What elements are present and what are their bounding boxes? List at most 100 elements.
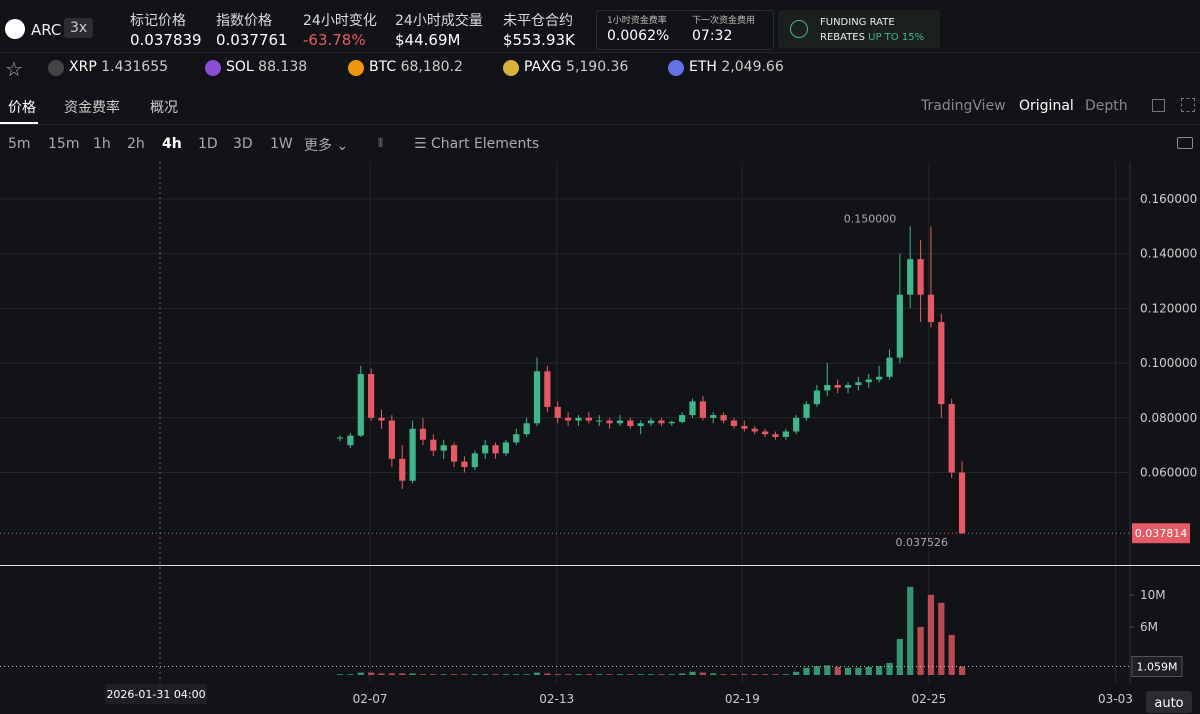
volume-tick-label: 6M (1140, 620, 1158, 634)
ticker-icon[interactable] (205, 60, 221, 76)
ticker[interactable]: SOL 88.138 (226, 59, 307, 75)
candle-body (606, 420, 613, 424)
volume-bar (409, 673, 416, 675)
interval[interactable]: 1D (198, 136, 218, 152)
candle-body (440, 445, 447, 451)
volume-bar (565, 674, 572, 675)
view-option[interactable]: Original (1019, 98, 1074, 114)
stat-value: 0.037839 (130, 31, 202, 49)
stat-value: $553.93K (503, 31, 575, 49)
candle-body (471, 453, 478, 468)
candle-body (513, 434, 520, 443)
indicator-icon[interactable]: ⫴ (378, 136, 384, 150)
volume-bar (741, 674, 748, 675)
candle-body (523, 423, 530, 435)
candle-body (637, 423, 644, 427)
volume-bar (803, 667, 810, 675)
candle-body (658, 420, 665, 424)
fullscreen-icon[interactable] (1181, 98, 1195, 112)
volume-bar (668, 674, 675, 675)
layout-icon[interactable] (1152, 99, 1165, 112)
volume-bar (378, 673, 385, 675)
volume-bar (533, 672, 541, 675)
funding-value: 07:32 (692, 28, 733, 44)
camera-icon[interactable] (1177, 137, 1193, 149)
volume-bar (876, 666, 883, 675)
funding-label: 1小时资金费率 (607, 16, 667, 26)
header: ARC 3x 标记价格 0.037839 指数价格 0.037761 24小时变化 -63… (0, 0, 1200, 53)
leverage[interactable]: 3x (64, 18, 94, 38)
promo-title: FUNDING RATE (820, 17, 895, 28)
favorite-star[interactable]: ☆ (5, 57, 23, 81)
candle-body (450, 445, 458, 462)
interval[interactable]: 1W (270, 136, 293, 152)
ticker[interactable]: ETH 2,049.66 (689, 59, 784, 75)
volume-bar (896, 638, 903, 675)
candle-body (616, 420, 624, 424)
promo-text: REBATES UP TO 15% (820, 32, 924, 43)
interval[interactable]: 5m (8, 136, 31, 152)
ticker[interactable]: XRP 1.431655 (69, 59, 168, 75)
symbol[interactable]: ARC (31, 21, 62, 39)
candle-body (948, 404, 955, 473)
volume-bar (865, 666, 872, 675)
ticker-icon[interactable] (48, 60, 64, 76)
ticker[interactable]: PAXG 5,190.36 (524, 59, 628, 75)
low-annotation: 0.037526 (896, 536, 949, 549)
volume-bar (710, 673, 717, 675)
candle-body (813, 390, 821, 405)
volume-bar (938, 602, 945, 675)
candle-body (793, 417, 800, 432)
tab[interactable]: 概况 (150, 100, 178, 116)
candle-body (388, 420, 395, 459)
volume-last-tag (1131, 655, 1183, 677)
ticker-price: 88.138 (258, 59, 308, 75)
interval[interactable]: 1h (93, 136, 111, 152)
candle-body (368, 374, 375, 418)
promo[interactable]: FUNDING RATE REBATES UP TO 15% (778, 10, 940, 48)
tab-bar (0, 86, 1200, 125)
candle-body (533, 371, 541, 424)
view-option[interactable]: TradingView (921, 98, 1006, 114)
interval[interactable]: 4h (162, 136, 182, 152)
view-option[interactable]: Depth (1085, 98, 1128, 114)
volume-bar (440, 674, 447, 675)
candle-body (430, 439, 437, 451)
interval[interactable]: 2h (127, 136, 145, 152)
volume-bar (834, 666, 841, 675)
ticker-icon[interactable] (668, 60, 684, 76)
volume-bar (958, 666, 966, 675)
ticker[interactable]: BTC 68,180.2 (369, 59, 463, 75)
tab-underline (0, 122, 38, 124)
interval[interactable]: 3D (233, 136, 253, 152)
candle-body (834, 384, 841, 388)
y-tick-label: 0.100000 (1140, 356, 1197, 370)
plot-bg (0, 162, 1200, 714)
auto-button[interactable] (1146, 691, 1192, 713)
ticker-icon[interactable] (348, 60, 364, 76)
more-intervals[interactable]: 更多 ⌄ (304, 138, 349, 154)
tab[interactable]: 资金费率 (64, 100, 120, 116)
candle-body (741, 426, 748, 429)
volume-bar (907, 586, 914, 675)
volume-last-label: 1.059M (1137, 660, 1178, 673)
auto-label: auto (1154, 696, 1183, 711)
stat-label: 指数价格 (216, 13, 272, 29)
y-tick-label: 0.160000 (1140, 192, 1197, 206)
candle-body (575, 417, 582, 421)
funding-value: 0.0062% (607, 28, 670, 44)
tab[interactable]: 价格 (8, 100, 36, 116)
volume-bar (699, 672, 706, 675)
volume-bar (585, 674, 592, 675)
stat-value: $44.69M (395, 31, 461, 49)
chart-elements-label: Chart Elements (431, 136, 540, 152)
candle-body (399, 458, 406, 481)
candle-body (772, 434, 779, 437)
ticker-icon[interactable] (503, 60, 519, 76)
candle-body (803, 404, 810, 418)
chart-elements[interactable]: ☰ Chart Elements (414, 136, 540, 152)
y-tick-label: 0.140000 (1140, 247, 1197, 261)
interval[interactable]: 15m (48, 136, 80, 152)
volume-bar (824, 665, 831, 675)
